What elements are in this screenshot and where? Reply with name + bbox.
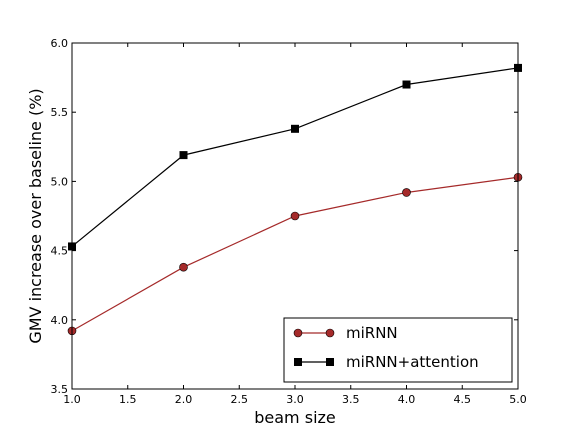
x-tick-label: 1.5 (119, 393, 137, 406)
data-point-mirnn (290, 211, 300, 221)
x-axis-ticks: 1.0 1.5 2.0 2.5 3.0 3.5 4.0 4.5 5.0 (63, 43, 527, 406)
y-axis-ticks: 3.5 4.0 4.5 5.0 5.5 6.0 (51, 37, 518, 396)
x-tick-label: 2.5 (231, 393, 249, 406)
data-point-mirnn-attention (179, 151, 188, 160)
legend: miRNN miRNN+attention (283, 317, 513, 383)
legend-marker-mirnn-attention (326, 358, 334, 366)
y-axis-label: GMV increase over baseline (%) (26, 88, 45, 343)
x-tick-label: 3.0 (286, 393, 304, 406)
y-tick-label: 3.5 (51, 383, 69, 396)
data-point-mirnn-attention (402, 80, 411, 89)
x-tick-label: 1.0 (63, 393, 81, 406)
x-tick-label: 4.5 (454, 393, 472, 406)
y-tick-label: 4.0 (51, 314, 69, 327)
data-point-mirnn (402, 188, 411, 197)
x-tick-label: 3.5 (342, 393, 360, 406)
data-point-mirnn (179, 262, 188, 272)
legend-box (283, 317, 513, 383)
legend-label-mirnn-attention: miRNN+attention (346, 353, 479, 371)
data-point-mirnn-attention (291, 124, 299, 133)
y-tick-label: 5.0 (51, 175, 69, 188)
x-tick-label: 2.0 (175, 393, 193, 406)
legend-marker-mirnn (325, 328, 335, 338)
x-tick-label: 4.0 (398, 393, 416, 406)
x-tick-label: 5.0 (509, 393, 527, 406)
legend-marker-mirnn-attention (294, 358, 302, 366)
y-tick-label: 5.5 (51, 106, 69, 119)
legend-label-mirnn: miRNN (346, 324, 398, 342)
y-tick-label: 6.0 (51, 37, 69, 50)
x-axis-label: beam size (254, 408, 336, 427)
legend-marker-mirnn (293, 328, 303, 338)
y-tick-label: 4.5 (51, 245, 69, 258)
